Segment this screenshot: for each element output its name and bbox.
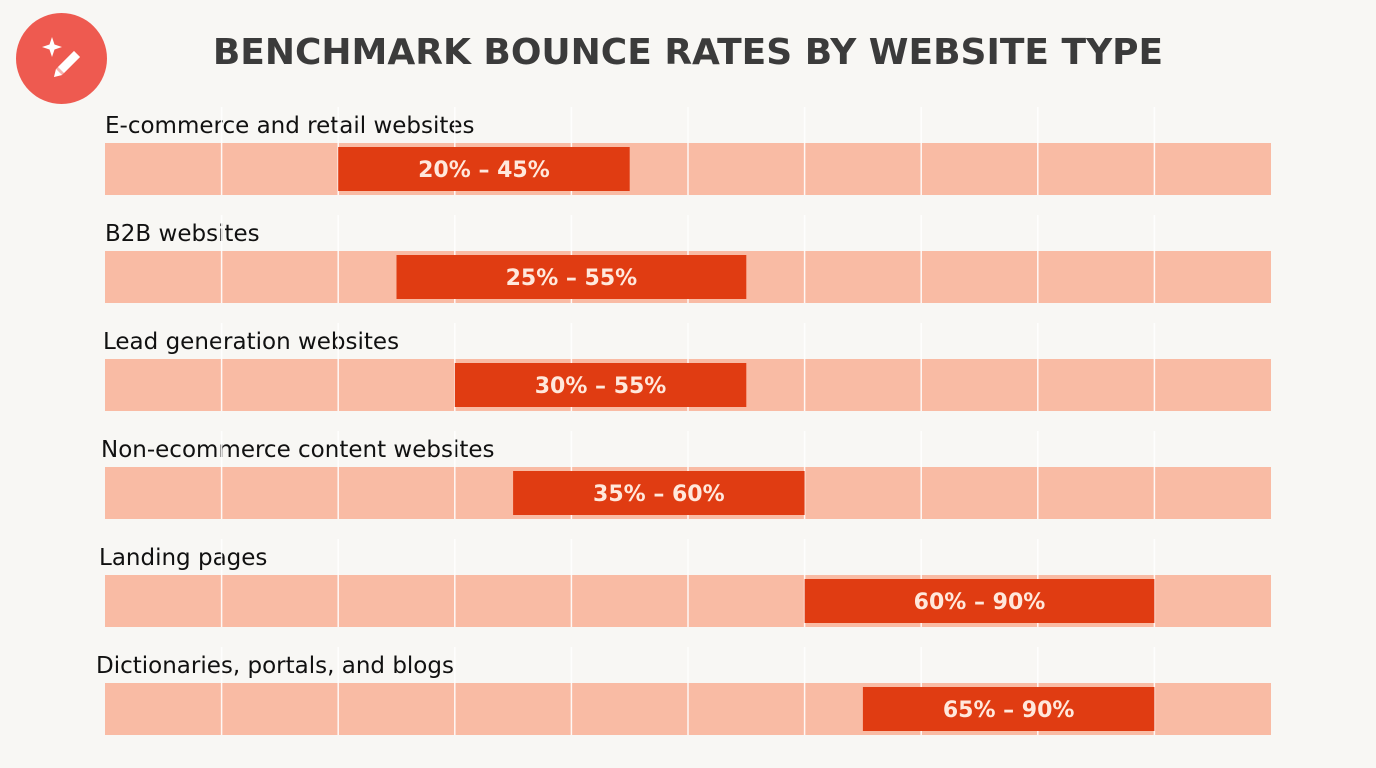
range-bar (862, 687, 1155, 731)
page-title: BENCHMARK BOUNCE RATES BY WEBSITE TYPE (212, 32, 1164, 73)
chart-row: Landing pages 60% – 90% (99, 539, 1271, 627)
chart-row: E-commerce and retail websites 20% – 45% (105, 107, 1271, 195)
chart-row: Non-ecommerce content websites 35% – 60% (101, 431, 1271, 519)
logo-badge (16, 13, 107, 104)
category-label: Dictionaries, portals, and blogs (96, 653, 454, 679)
category-label: Lead generation websites (103, 329, 399, 355)
range-bar (338, 147, 630, 191)
range-label: 60% – 90% (914, 590, 1046, 615)
range-bar (396, 255, 747, 299)
category-label: B2B websites (105, 221, 260, 247)
category-label: E-commerce and retail websites (105, 113, 475, 139)
chart-row: Dictionaries, portals, and blogs 65% – 90… (96, 647, 1271, 735)
range-bar (513, 471, 805, 515)
range-label: 25% – 55% (506, 266, 638, 291)
category-label: Non-ecommerce content websites (101, 437, 495, 463)
range-bar (804, 579, 1155, 623)
range-bar (454, 363, 747, 407)
chart-row: B2B websites 25% – 55% (105, 215, 1271, 303)
sparkle-pen-icon (41, 36, 80, 77)
range-label: 20% – 45% (418, 158, 550, 183)
range-label: 30% – 55% (535, 374, 667, 399)
range-label: 35% – 60% (593, 482, 725, 507)
category-label: Landing pages (99, 545, 267, 571)
chart-row: Lead generation websites 30% – 55% (103, 323, 1271, 411)
range-label: 65% – 90% (943, 698, 1075, 723)
